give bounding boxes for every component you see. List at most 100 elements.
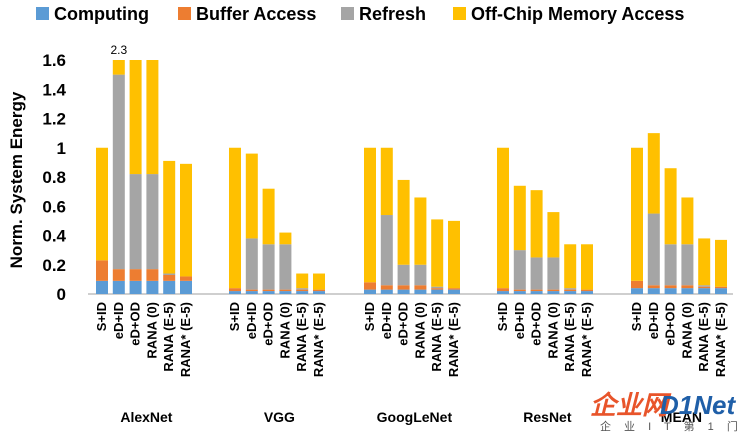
bar-segment bbox=[364, 282, 376, 290]
bar-segment bbox=[664, 285, 677, 289]
bar-segment bbox=[129, 60, 142, 175]
bar-segment bbox=[279, 291, 292, 294]
bar-segment bbox=[664, 244, 677, 286]
bar-segment bbox=[163, 280, 176, 294]
bar-segment bbox=[380, 147, 393, 216]
bar-segment bbox=[698, 286, 711, 289]
annotations: 2.3 bbox=[110, 43, 127, 57]
x-tick-label: eD+ID bbox=[379, 302, 394, 339]
bar-segment bbox=[180, 163, 192, 277]
bar-segment bbox=[431, 288, 444, 290]
bar-segment bbox=[564, 291, 577, 294]
bar-segment bbox=[530, 190, 543, 258]
bar-segment bbox=[96, 280, 108, 294]
bar-segment bbox=[647, 288, 660, 294]
x-tick-label: S+ID bbox=[227, 302, 242, 331]
x-tick-label: S+ID bbox=[362, 302, 377, 331]
bar-segment bbox=[547, 289, 560, 292]
bar-segment bbox=[229, 147, 241, 289]
bar-segment bbox=[681, 244, 694, 286]
x-tick-label: eD+OD bbox=[529, 302, 544, 346]
watermark-text-main: 企业网 bbox=[590, 390, 672, 420]
x-tick-label: RANA (0) bbox=[277, 302, 292, 359]
y-axis-label: Norm. System Energy bbox=[7, 91, 26, 268]
bar-segment bbox=[296, 288, 309, 290]
bar-segment bbox=[681, 288, 694, 294]
x-tick-label: S+ID bbox=[495, 302, 510, 331]
y-tick-label: 0 bbox=[57, 285, 66, 304]
bar-segment bbox=[245, 291, 258, 294]
bar-segment bbox=[698, 285, 711, 287]
bar-segment bbox=[513, 250, 526, 290]
bar-segment bbox=[414, 285, 427, 290]
x-tick-label: eD+OD bbox=[261, 302, 276, 346]
bar-segment bbox=[262, 289, 275, 292]
bar-segment bbox=[513, 291, 526, 294]
y-tick-label: 1.6 bbox=[42, 51, 66, 70]
x-tick-label: RANA* (E-5) bbox=[713, 302, 728, 377]
bar-segment bbox=[547, 291, 560, 294]
bar-segment bbox=[547, 257, 560, 290]
bar-segment bbox=[698, 238, 711, 286]
bar-segment bbox=[262, 244, 275, 290]
bar-segment bbox=[397, 289, 410, 294]
x-tick-label: eD+ID bbox=[244, 302, 259, 339]
x-tick-label: RANA* (E-5) bbox=[446, 302, 461, 377]
bar-segment bbox=[664, 288, 677, 294]
bar-segment bbox=[146, 269, 159, 281]
bar-segment bbox=[448, 289, 460, 294]
bar-segment bbox=[581, 289, 593, 292]
legend-label: Off-Chip Memory Access bbox=[471, 4, 684, 24]
bar-segment bbox=[631, 288, 643, 294]
y-tick-label: 0.6 bbox=[42, 197, 66, 216]
bar-segment bbox=[448, 288, 460, 290]
bar-segment bbox=[380, 289, 393, 294]
bar-segment bbox=[397, 179, 410, 265]
group-label: GoogLeNet bbox=[377, 409, 453, 425]
bar-segment bbox=[530, 291, 543, 294]
bar-segment bbox=[364, 289, 376, 294]
bar-segment bbox=[180, 276, 192, 281]
bar-segment bbox=[631, 147, 643, 281]
watermark-text-brand: D1Net bbox=[660, 390, 736, 420]
bar-segment bbox=[647, 213, 660, 286]
bar-segment bbox=[129, 280, 142, 294]
legend: Computing Buffer Access Refresh Off-Chip Me… bbox=[36, 4, 684, 24]
group-label: AlexNet bbox=[120, 409, 172, 425]
bar-segment bbox=[129, 174, 142, 270]
bar-segment bbox=[497, 291, 509, 294]
bar-segment bbox=[163, 274, 176, 281]
bar-segment bbox=[262, 188, 275, 245]
x-tick-label: eD+ID bbox=[646, 302, 661, 339]
bar-segment bbox=[229, 291, 241, 294]
y-tick-label: 0.4 bbox=[42, 227, 66, 246]
bar-segment bbox=[313, 289, 325, 292]
bar-segment bbox=[279, 244, 292, 290]
y-tick-label: 1.4 bbox=[42, 80, 66, 99]
x-tick-label: RANA (0) bbox=[144, 302, 159, 359]
legend-swatch bbox=[36, 7, 49, 20]
group-label: MEAN bbox=[661, 409, 702, 425]
legend-label: Buffer Access bbox=[196, 4, 316, 24]
bar-segment bbox=[431, 289, 444, 294]
bar-segment bbox=[397, 264, 410, 286]
bar-segment bbox=[530, 289, 543, 292]
bar-segment bbox=[564, 289, 577, 292]
x-tick-label: eD+OD bbox=[663, 302, 678, 346]
x-tick-label: RANA (E-5) bbox=[429, 302, 444, 372]
bar-segment bbox=[581, 244, 593, 290]
x-tick-label: RANA* (E-5) bbox=[311, 302, 326, 377]
bar-segment bbox=[530, 257, 543, 290]
bar-segment bbox=[513, 289, 526, 292]
x-tick-label: RANA (0) bbox=[545, 302, 560, 359]
bar-segment bbox=[262, 291, 275, 294]
bar-segment bbox=[431, 286, 444, 289]
bar-segment bbox=[380, 285, 393, 290]
bar-segment bbox=[279, 289, 292, 292]
x-tick-label: RANA (0) bbox=[679, 302, 694, 359]
group-label: ResNet bbox=[523, 409, 572, 425]
bar-segment bbox=[715, 288, 727, 294]
data-annotation: 2.3 bbox=[110, 43, 127, 57]
bar-segment bbox=[414, 289, 427, 294]
